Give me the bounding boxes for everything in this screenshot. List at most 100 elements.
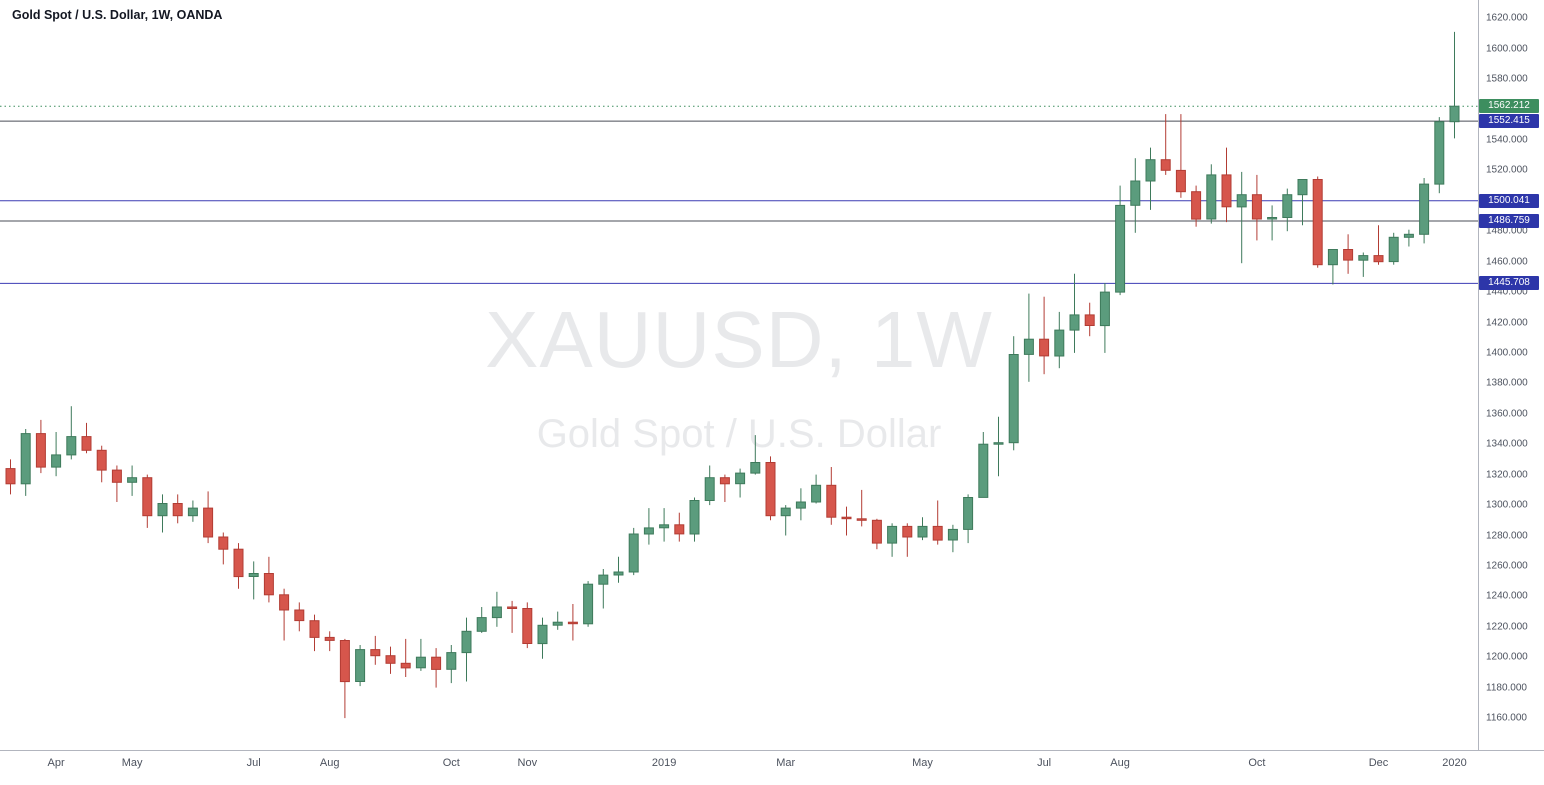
candle-body bbox=[20, 433, 31, 485]
candle-body bbox=[552, 621, 563, 626]
candlestick-chart-pane[interactable]: XAUUSD, 1W Gold Spot / U.S. Dollar Gold … bbox=[0, 0, 1478, 750]
candle-body bbox=[1419, 183, 1430, 235]
price-tick-label: 1540.000 bbox=[1486, 134, 1528, 146]
symbol-legend[interactable]: Gold Spot / U.S. Dollar, 1W, OANDA bbox=[12, 8, 223, 22]
candle-body bbox=[841, 516, 852, 520]
candle-body bbox=[1236, 194, 1247, 208]
candle-body bbox=[643, 527, 654, 535]
candle-body bbox=[963, 497, 974, 530]
candle-body bbox=[735, 472, 746, 485]
time-tick-label: May bbox=[912, 757, 933, 769]
candle-body bbox=[1023, 338, 1034, 355]
candle-body bbox=[993, 442, 1004, 445]
candle-body bbox=[66, 436, 77, 456]
price-tick-label: 1520.000 bbox=[1486, 164, 1528, 176]
candle-body bbox=[81, 436, 92, 451]
time-axis[interactable]: Apr May Jul Aug Oct Nov 2019 Mar May Jul Aug Oct Dec… bbox=[0, 750, 1544, 785]
price-tick-label: 1340.000 bbox=[1486, 438, 1528, 450]
price-tick-label: 1600.000 bbox=[1486, 43, 1528, 55]
candle-body bbox=[978, 443, 989, 498]
time-tick-label: Jul bbox=[1037, 757, 1052, 769]
time-tick-label: Mar bbox=[776, 757, 796, 769]
candle-body bbox=[431, 656, 442, 670]
candle-body bbox=[127, 477, 138, 483]
candle-body bbox=[1039, 338, 1050, 357]
candle-body bbox=[203, 507, 214, 538]
time-tick-label: Nov bbox=[517, 757, 538, 769]
price-line-label[interactable]: 1500.041 bbox=[1479, 193, 1539, 208]
candle-body bbox=[1206, 174, 1217, 220]
candle-body bbox=[355, 649, 366, 682]
candle-body bbox=[1099, 291, 1110, 327]
price-tick-label: 1320.000 bbox=[1486, 469, 1528, 481]
candle-body bbox=[583, 583, 594, 625]
price-tick-label: 1580.000 bbox=[1486, 73, 1528, 85]
candle-body bbox=[218, 536, 229, 550]
candle-body bbox=[1327, 249, 1338, 266]
candle-body bbox=[917, 525, 928, 538]
price-tick-label: 1620.000 bbox=[1486, 12, 1528, 24]
time-tick-label: Dec bbox=[1368, 757, 1389, 769]
candle-body bbox=[1054, 329, 1065, 357]
time-tick-label: Oct bbox=[442, 757, 460, 769]
candle-body bbox=[111, 469, 122, 483]
price-tick-label: 1280.000 bbox=[1486, 530, 1528, 541]
candle-body bbox=[1282, 194, 1293, 218]
candle-body bbox=[294, 609, 305, 622]
candle-body bbox=[1084, 314, 1095, 326]
candle-body bbox=[279, 594, 290, 611]
candle-body bbox=[674, 524, 685, 535]
candle-body bbox=[902, 525, 913, 538]
candle-body bbox=[1191, 191, 1202, 220]
candle-body bbox=[187, 507, 198, 517]
candle-body bbox=[750, 462, 761, 474]
candle-body bbox=[1130, 180, 1141, 206]
price-line-label[interactable]: 1445.708 bbox=[1479, 276, 1539, 291]
price-line-label[interactable]: 1486.759 bbox=[1479, 214, 1539, 228]
candle-body bbox=[947, 528, 958, 541]
time-tick-label: Aug bbox=[319, 757, 340, 769]
candle-body bbox=[263, 573, 274, 596]
candle-body bbox=[826, 484, 837, 518]
candle-body bbox=[1160, 159, 1171, 171]
candle-body bbox=[476, 617, 487, 632]
price-tick-label: 1160.000 bbox=[1486, 712, 1527, 724]
price-tick-label: 1480.000 bbox=[1486, 225, 1528, 237]
candles-svg[interactable] bbox=[0, 0, 1478, 750]
price-tick-label: 1440.000 bbox=[1486, 286, 1528, 298]
candle-body bbox=[461, 630, 472, 654]
candle-body bbox=[613, 571, 624, 576]
candle-body bbox=[765, 462, 776, 517]
candle-body bbox=[339, 640, 350, 683]
time-tick-label: Apr bbox=[47, 757, 65, 769]
candle-body bbox=[537, 624, 548, 645]
candle-body bbox=[1312, 179, 1323, 266]
candle-body bbox=[795, 501, 806, 509]
price-tick-label: 1260.000 bbox=[1486, 560, 1528, 572]
candle-body bbox=[35, 433, 46, 468]
price-line-label[interactable]: 1562.212 bbox=[1479, 99, 1539, 114]
candle-body bbox=[1373, 255, 1384, 263]
candle-body bbox=[1388, 236, 1399, 263]
candle-body bbox=[1403, 233, 1414, 238]
candle-body bbox=[142, 477, 153, 517]
candle-body bbox=[932, 525, 943, 541]
candle-body bbox=[415, 656, 426, 669]
price-line-label[interactable]: 1552.415 bbox=[1479, 114, 1539, 129]
candle-body bbox=[780, 507, 791, 517]
price-tick-label: 1220.000 bbox=[1486, 621, 1528, 633]
candle-body bbox=[507, 606, 518, 609]
price-tick-label: 1380.000 bbox=[1486, 377, 1528, 389]
price-axis[interactable]: 1160.000 1180.000 1200.000 1220.000 1240.000… bbox=[1478, 0, 1544, 750]
candle-body bbox=[491, 606, 502, 619]
time-tick-label: Oct bbox=[1248, 757, 1266, 769]
candle-body bbox=[567, 621, 578, 625]
time-tick-label: Jul bbox=[246, 757, 261, 769]
price-tick-label: 1360.000 bbox=[1486, 408, 1528, 420]
candle-body bbox=[659, 524, 670, 529]
time-tick-label: 2020 bbox=[1442, 757, 1467, 769]
candle-body bbox=[96, 449, 107, 471]
candle-body bbox=[856, 518, 867, 521]
candle-body bbox=[370, 649, 381, 657]
